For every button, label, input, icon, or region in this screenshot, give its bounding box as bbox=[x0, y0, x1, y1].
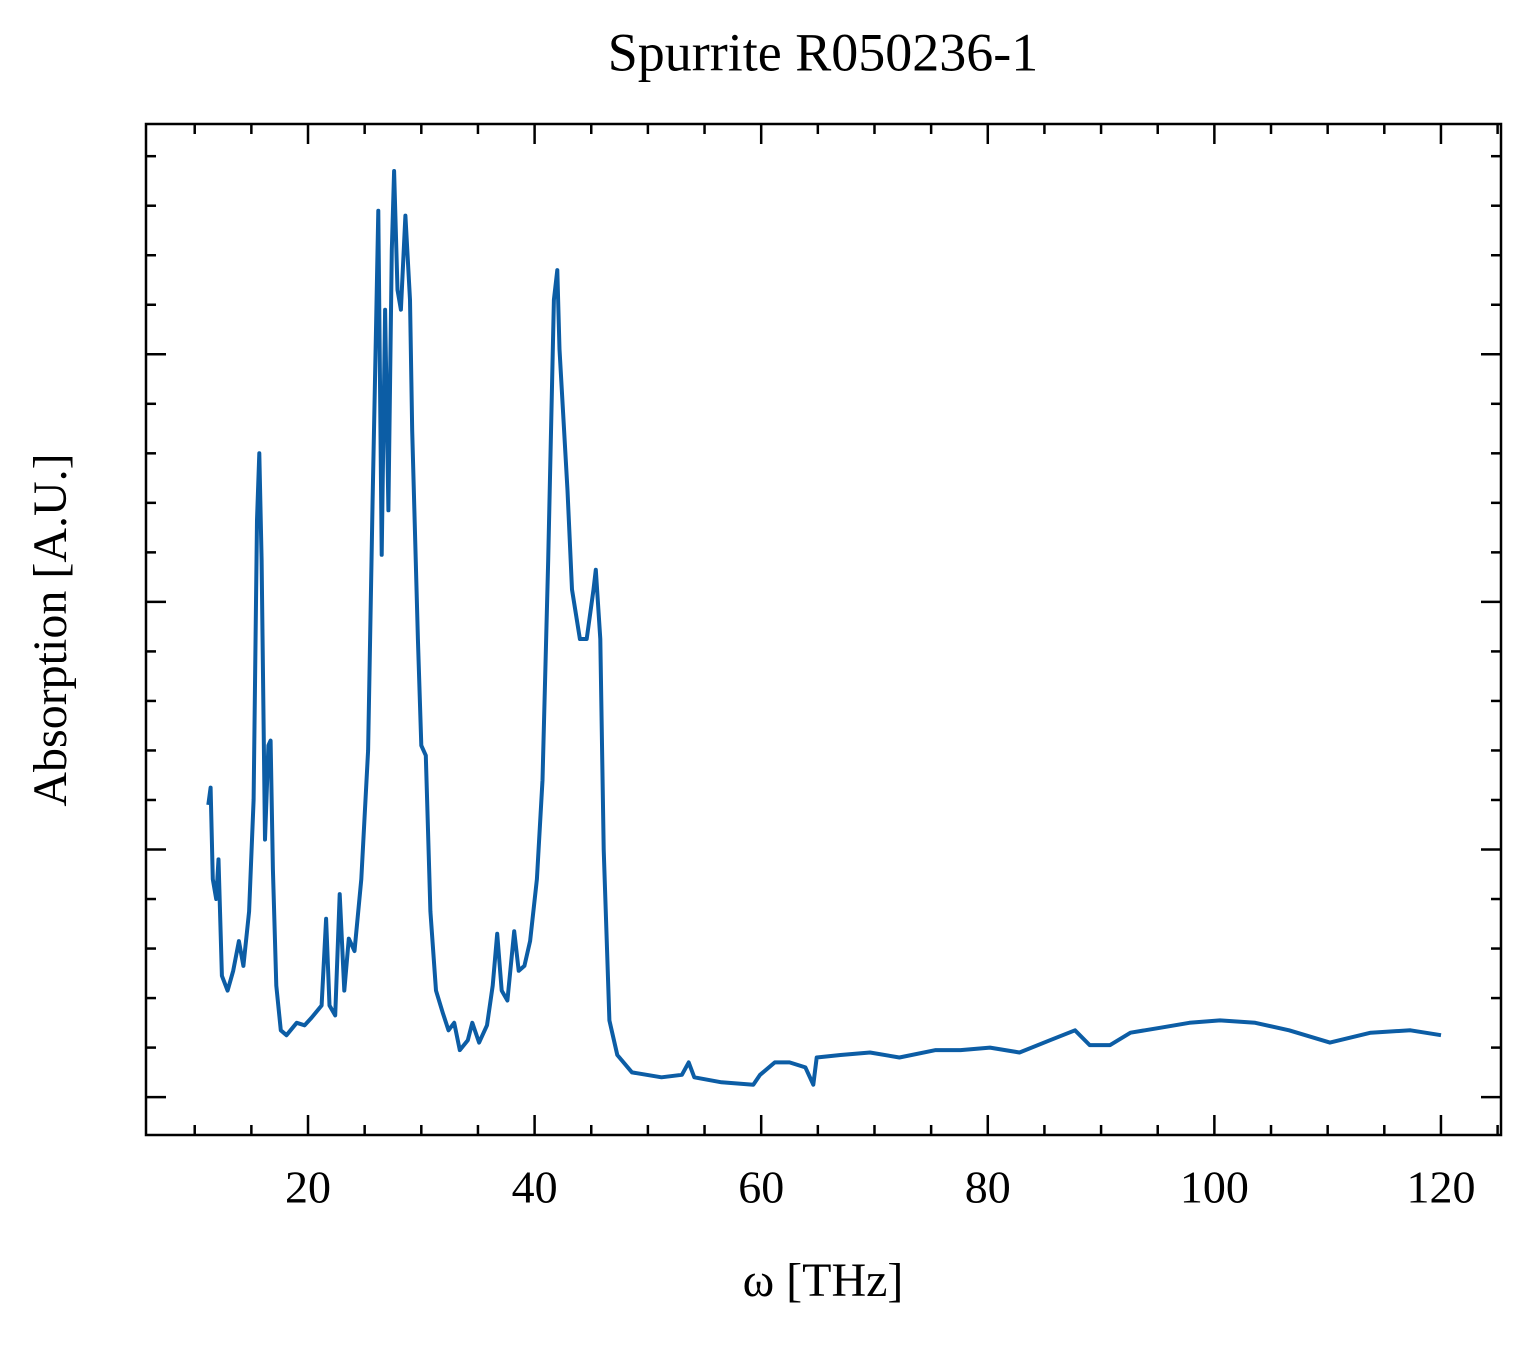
x-tick-label: 80 bbox=[965, 1162, 1011, 1213]
x-tick-label: 60 bbox=[738, 1162, 784, 1213]
x-tick-label: 20 bbox=[285, 1162, 331, 1213]
x-axis-label: ω [THz] bbox=[743, 1254, 904, 1307]
plot-frame bbox=[144, 122, 1503, 1137]
y-axis-label: Absorption [A.U.] bbox=[24, 453, 77, 806]
x-tick-label: 100 bbox=[1180, 1162, 1249, 1213]
x-tick-label: 120 bbox=[1406, 1162, 1475, 1213]
data-line bbox=[206, 169, 1442, 1087]
chart-title: Spurrite R050236-1 bbox=[608, 22, 1038, 82]
x-tick-label: 40 bbox=[512, 1162, 558, 1213]
